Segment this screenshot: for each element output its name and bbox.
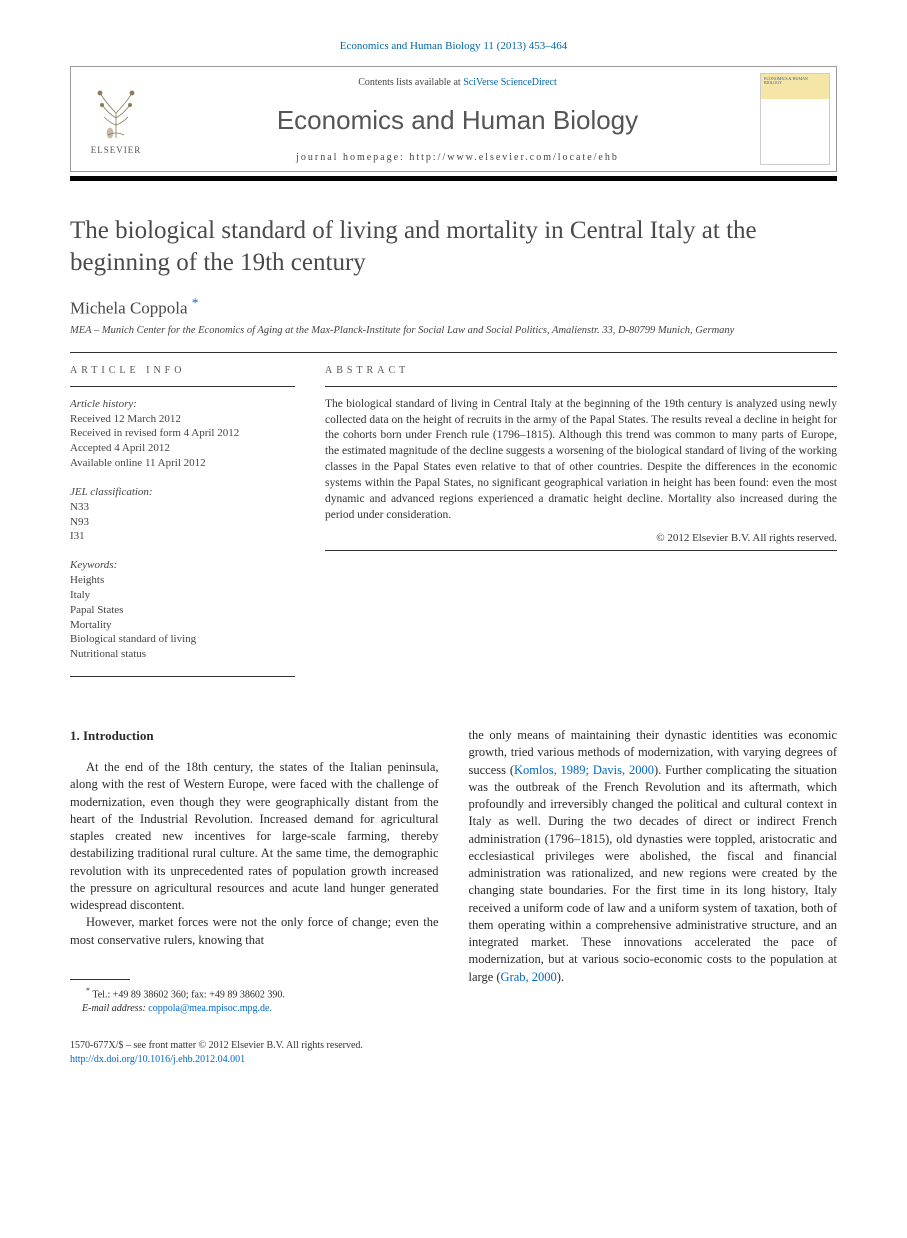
doi-link[interactable]: http://dx.doi.org/10.1016/j.ehb.2012.04.… <box>70 1053 837 1067</box>
publisher-logo: ELSEVIER <box>71 67 161 171</box>
tel-label: Tel.: <box>92 989 112 1000</box>
journal-header: ELSEVIER Contents lists available at Sci… <box>70 66 837 172</box>
journal-homepage: journal homepage: http://www.elsevier.co… <box>169 152 746 163</box>
abstract-column: ABSTRACT The biological standard of livi… <box>325 353 837 678</box>
journal-reference: Economics and Human Biology 11 (2013) 45… <box>70 40 837 52</box>
corresponding-asterisk: * <box>192 295 199 310</box>
keyword: Italy <box>70 588 295 603</box>
article-title: The biological standard of living and mo… <box>70 215 837 279</box>
body-text: ). Further complicating the situation wa… <box>469 763 838 984</box>
keyword: Nutritional status <box>70 647 295 662</box>
page-footer: 1570-677X/$ – see front matter © 2012 El… <box>70 1039 837 1066</box>
info-bottom-rule <box>70 676 295 677</box>
header-center: Contents lists available at SciVerse Sci… <box>161 67 754 171</box>
author-affiliation: MEA – Munich Center for the Economics of… <box>70 325 837 336</box>
keywords-block: Keywords: Heights Italy Papal States Mor… <box>70 558 295 662</box>
cover-image: ECONOMICS & HUMAN BIOLOGY <box>760 73 830 165</box>
jel-code: I31 <box>70 529 295 544</box>
keyword: Biological standard of living <box>70 632 295 647</box>
header-rule <box>70 176 837 181</box>
info-abstract-row: ARTICLE INFO Article history: Received 1… <box>70 352 837 678</box>
author-name: Michela Coppola * <box>70 295 837 319</box>
footnote-rule <box>70 979 130 980</box>
footnote-asterisk: * <box>86 986 90 995</box>
history-received: Received 12 March 2012 <box>70 412 295 427</box>
history-label: Article history: <box>70 397 295 412</box>
article-history: Article history: Received 12 March 2012 … <box>70 397 295 471</box>
sciencedirect-link[interactable]: SciVerse ScienceDirect <box>463 77 557 88</box>
journal-cover-thumbnail: ECONOMICS & HUMAN BIOLOGY <box>754 67 836 171</box>
right-column: the only means of maintaining their dyna… <box>469 727 838 1015</box>
keyword: Mortality <box>70 618 295 633</box>
body-text: ). <box>557 970 564 984</box>
contents-available: Contents lists available at SciVerse Sci… <box>169 77 746 88</box>
journal-name: Economics and Human Biology <box>169 105 746 136</box>
history-online: Available online 11 April 2012 <box>70 456 295 471</box>
body-columns: 1. Introduction At the end of the 18th c… <box>70 727 837 1015</box>
cover-title: ECONOMICS & HUMAN BIOLOGY <box>764 77 826 86</box>
body-paragraph: the only means of maintaining their dyna… <box>469 727 838 986</box>
jel-code: N33 <box>70 500 295 515</box>
email-link[interactable]: coppola@mea.mpisoc.mpg.de. <box>148 1003 272 1014</box>
abstract-text: The biological standard of living in Cen… <box>325 397 837 524</box>
tel-number: +49 89 38602 360 <box>113 989 186 1000</box>
abstract-copyright: © 2012 Elsevier B.V. All rights reserved… <box>325 532 837 544</box>
homepage-prefix: journal homepage: <box>296 152 409 163</box>
citation-link[interactable]: Grab, 2000 <box>501 970 557 984</box>
contents-prefix: Contents lists available at <box>358 77 463 88</box>
email-label: E-mail address: <box>82 1003 148 1014</box>
article-info-column: ARTICLE INFO Article history: Received 1… <box>70 353 295 678</box>
fax-label: ; fax: <box>186 989 209 1000</box>
publisher-name: ELSEVIER <box>91 145 142 155</box>
body-paragraph: At the end of the 18th century, the stat… <box>70 759 439 914</box>
history-accepted: Accepted 4 April 2012 <box>70 441 295 456</box>
keywords-label: Keywords: <box>70 558 295 573</box>
left-column: 1. Introduction At the end of the 18th c… <box>70 727 439 1015</box>
abstract-bottom-rule <box>325 550 837 551</box>
history-revised: Received in revised form 4 April 2012 <box>70 426 295 441</box>
email-footnote: E-mail address: coppola@mea.mpisoc.mpg.d… <box>70 1002 439 1016</box>
issn-copyright: 1570-677X/$ – see front matter © 2012 El… <box>70 1039 837 1053</box>
author-text: Michela Coppola <box>70 299 188 318</box>
jel-classification: JEL classification: N33 N93 I31 <box>70 485 295 544</box>
jel-code: N93 <box>70 515 295 530</box>
keyword: Heights <box>70 573 295 588</box>
fax-number: +49 89 38602 390. <box>209 989 285 1000</box>
article-info-heading: ARTICLE INFO <box>70 353 295 387</box>
body-paragraph: However, market forces were not the only… <box>70 914 439 949</box>
corresponding-footnote: * Tel.: +49 89 38602 360; fax: +49 89 38… <box>70 986 439 1002</box>
citation-link[interactable]: Komlos, 1989; Davis, 2000 <box>514 763 654 777</box>
section-heading: 1. Introduction <box>70 727 439 745</box>
abstract-heading: ABSTRACT <box>325 353 837 387</box>
keyword: Papal States <box>70 603 295 618</box>
jel-label: JEL classification: <box>70 485 295 500</box>
section-title: Introduction <box>83 728 154 743</box>
elsevier-tree-icon <box>86 83 146 143</box>
section-number: 1. <box>70 728 80 743</box>
homepage-url[interactable]: http://www.elsevier.com/locate/ehb <box>409 152 619 163</box>
